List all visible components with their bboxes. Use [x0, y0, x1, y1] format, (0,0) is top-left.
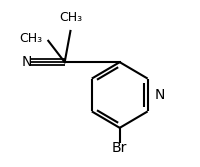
- Text: N: N: [22, 55, 32, 69]
- Text: CH₃: CH₃: [19, 32, 43, 45]
- Text: N: N: [155, 88, 165, 102]
- Text: CH₃: CH₃: [59, 11, 82, 24]
- Text: Br: Br: [112, 141, 127, 155]
